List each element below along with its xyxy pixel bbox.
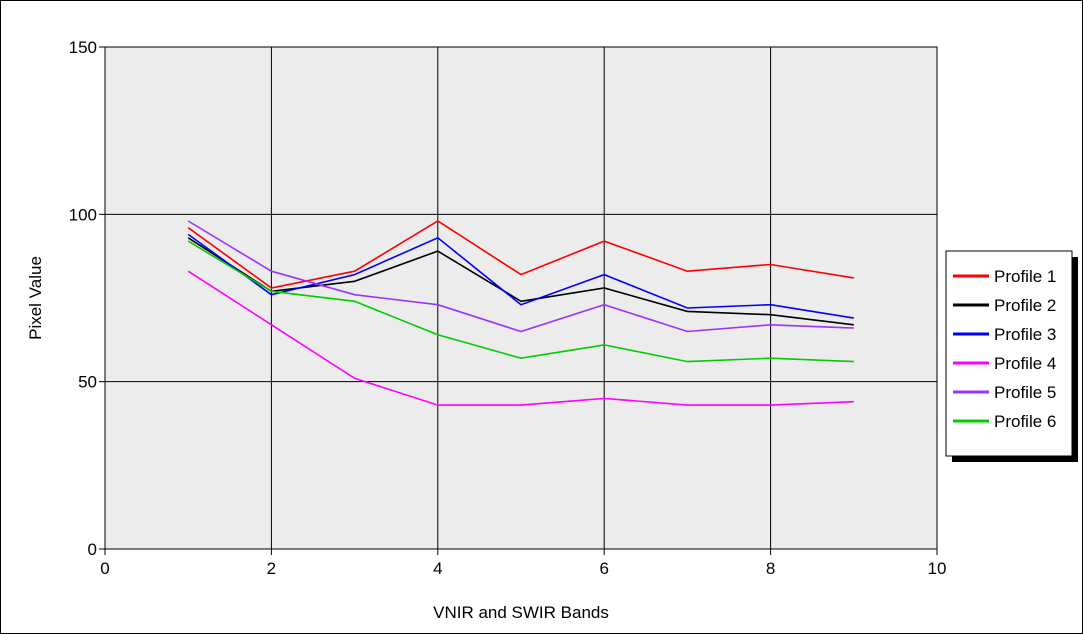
series-line-profile-6 [187,240,854,363]
grid-lines [105,47,937,549]
series-line-profile-5 [187,220,854,333]
legend-entries: Profile 1 Profile 2 Profile 3 Profile 4 Prof… [953,267,1056,431]
x-tick-label: 8 [766,559,775,578]
y-axis-ticks: 0 50 100 150 [69,38,105,559]
x-tick-label: 0 [100,559,109,578]
legend-label-profile-2: Profile 2 [994,296,1056,315]
plot-area [104,46,938,550]
y-tick-label: 100 [69,205,97,224]
y-tick-label: 150 [69,38,97,57]
x-axis-title: VNIR and SWIR Bands [433,603,609,622]
legend-label-profile-4: Profile 4 [994,354,1056,373]
legend-label-profile-5: Profile 5 [994,383,1056,402]
legend-label-profile-3: Profile 3 [994,325,1056,344]
series-line-profile-3 [187,233,854,319]
legend-label-profile-1: Profile 1 [994,267,1056,286]
series-line-profile-1 [187,220,854,289]
series-line-profile-4 [187,270,854,406]
x-axis-ticks: 0 2 4 6 8 10 [100,549,946,578]
y-axis-title: Pixel Value [26,256,45,340]
series-lines [187,220,854,406]
x-tick-label: 10 [928,559,947,578]
y-tick-label: 0 [88,540,97,559]
y-tick-label: 50 [78,373,97,392]
legend: Profile 1 Profile 2 Profile 3 Profile 4 Prof… [945,250,1078,462]
x-tick-label: 4 [433,559,442,578]
x-tick-label: 6 [599,559,608,578]
x-tick-label: 2 [267,559,276,578]
legend-label-profile-6: Profile 6 [994,412,1056,431]
